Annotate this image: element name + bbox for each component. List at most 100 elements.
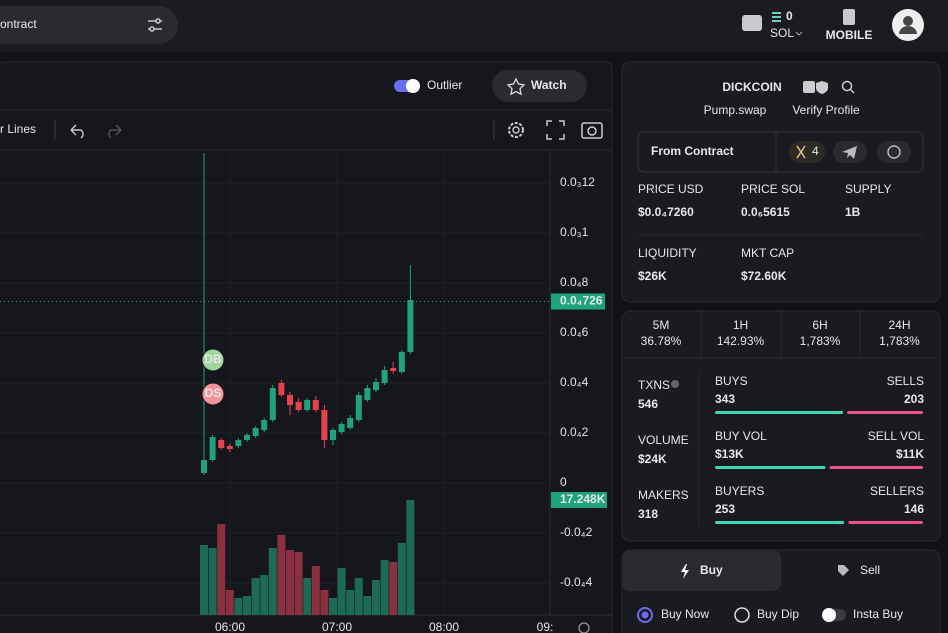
candle-body — [398, 352, 405, 372]
volume-bar — [397, 543, 406, 615]
y-tick-label: 0.0₃1 — [560, 225, 589, 239]
activity-right: 146 — [904, 502, 924, 516]
candle-body — [381, 370, 388, 383]
y-tick-label: 0.0₄8 — [560, 275, 589, 289]
candle-body — [321, 410, 328, 440]
right-bar — [847, 411, 923, 414]
volume-bar — [286, 550, 294, 615]
activity-left: 343 — [715, 392, 735, 406]
info-icon — [671, 380, 679, 388]
timeframe-label[interactable]: 24H — [888, 318, 910, 332]
left-bar — [715, 521, 845, 524]
volume-bar — [389, 562, 398, 615]
timeframe-label[interactable]: 5M — [653, 318, 670, 332]
candle-body — [355, 395, 362, 420]
stat-label: LIQUIDITY — [638, 246, 697, 260]
buy-tab[interactable]: Buy — [700, 563, 723, 577]
sell-tab[interactable]: Sell — [860, 563, 880, 577]
timeframe-change: 142.93% — [717, 334, 765, 348]
trade-marker-label: DB — [204, 352, 222, 366]
y-tick-label: 0.0₃12 — [560, 175, 595, 189]
currency: SOL — [770, 26, 794, 40]
volume-bar — [251, 578, 260, 615]
timeframe-change: 1,783% — [879, 334, 920, 348]
undo[interactable] — [70, 124, 84, 139]
volume-label: 17.248K — [560, 492, 606, 506]
token-card — [621, 61, 941, 303]
watch-label[interactable]: Watch — [531, 78, 567, 92]
mobile-label[interactable]: MOBILE — [826, 28, 873, 42]
candle-body — [261, 420, 268, 430]
activity-total: 318 — [638, 507, 658, 521]
filter-icon[interactable] — [148, 18, 162, 32]
trade-option[interactable]: Buy Now — [661, 607, 709, 621]
chart-panel — [0, 61, 613, 633]
timeframe-label[interactable]: 6H — [812, 318, 827, 332]
candle-body — [209, 437, 216, 460]
x-link[interactable] — [789, 141, 825, 163]
copy-icon[interactable] — [803, 81, 815, 93]
candle-body — [235, 440, 242, 446]
candle-body — [312, 400, 319, 410]
verify-link[interactable]: Verify Profile — [792, 103, 860, 117]
trade-option[interactable]: Buy Dip — [757, 607, 799, 621]
settings[interactable] — [508, 122, 524, 138]
shield-icon — [816, 81, 828, 94]
web-link[interactable] — [877, 141, 911, 163]
stat-label: MKT CAP — [741, 246, 794, 260]
volume-bar — [346, 590, 355, 615]
y-tick-label: -0.0₄2 — [560, 525, 593, 539]
activity-label: MAKERS — [638, 488, 689, 502]
candle-body — [287, 395, 293, 405]
activity-total: $24K — [638, 452, 667, 466]
volume-bar — [225, 590, 234, 615]
buy-tab-bg[interactable] — [622, 550, 781, 591]
search-text: ontract — [0, 17, 37, 31]
y-tick-label: 0.0₄6 — [560, 325, 589, 339]
radio-buy-dip[interactable] — [734, 607, 750, 623]
right-bar — [848, 521, 923, 524]
fullscreen[interactable] — [546, 120, 565, 140]
x-icon — [796, 145, 806, 159]
search-box[interactable] — [0, 6, 178, 44]
wallet-icon[interactable] — [742, 15, 762, 31]
candle-body — [278, 383, 285, 395]
candle-body — [390, 368, 397, 371]
candle-body — [373, 382, 379, 390]
activity-right-label: SELLERS — [870, 484, 924, 498]
redo[interactable] — [108, 124, 122, 139]
lines-label: r Lines — [0, 122, 36, 136]
screenshot[interactable] — [581, 122, 603, 139]
activity-label: TXNS — [638, 378, 670, 392]
trade-option[interactable]: Insta Buy — [853, 607, 903, 621]
stat-value: $26K — [638, 269, 667, 283]
candle-body — [347, 418, 354, 428]
volume-bar — [303, 578, 312, 615]
volume-bar — [294, 552, 303, 615]
volume-bar — [337, 568, 346, 615]
stat-value: $0.0₄7260 — [638, 205, 694, 219]
activity-left: $13K — [715, 447, 744, 461]
x-tick-label: 06:00 — [215, 620, 245, 633]
candle-body — [244, 435, 250, 440]
activity-left-label: BUYS — [715, 374, 748, 388]
candle-body — [226, 446, 233, 449]
watch-button[interactable] — [492, 70, 587, 102]
from-contract-box — [637, 131, 924, 173]
radio-buy-now[interactable] — [637, 607, 653, 623]
search-icon[interactable] — [841, 80, 853, 92]
stat-value: $72.60K — [741, 269, 787, 283]
right-bar — [829, 466, 923, 469]
volume-bar — [217, 524, 226, 615]
candle-body — [295, 402, 302, 410]
volume-bar — [320, 590, 329, 615]
timeframe-label[interactable]: 1H — [733, 318, 748, 332]
mobile-icon[interactable] — [843, 9, 855, 25]
volume-bar — [200, 545, 208, 615]
y-tick-label: 0.0₄4 — [560, 375, 589, 389]
left-bar — [715, 411, 844, 414]
y-tick-label: 0 — [560, 475, 567, 489]
volume-bar — [260, 575, 269, 615]
